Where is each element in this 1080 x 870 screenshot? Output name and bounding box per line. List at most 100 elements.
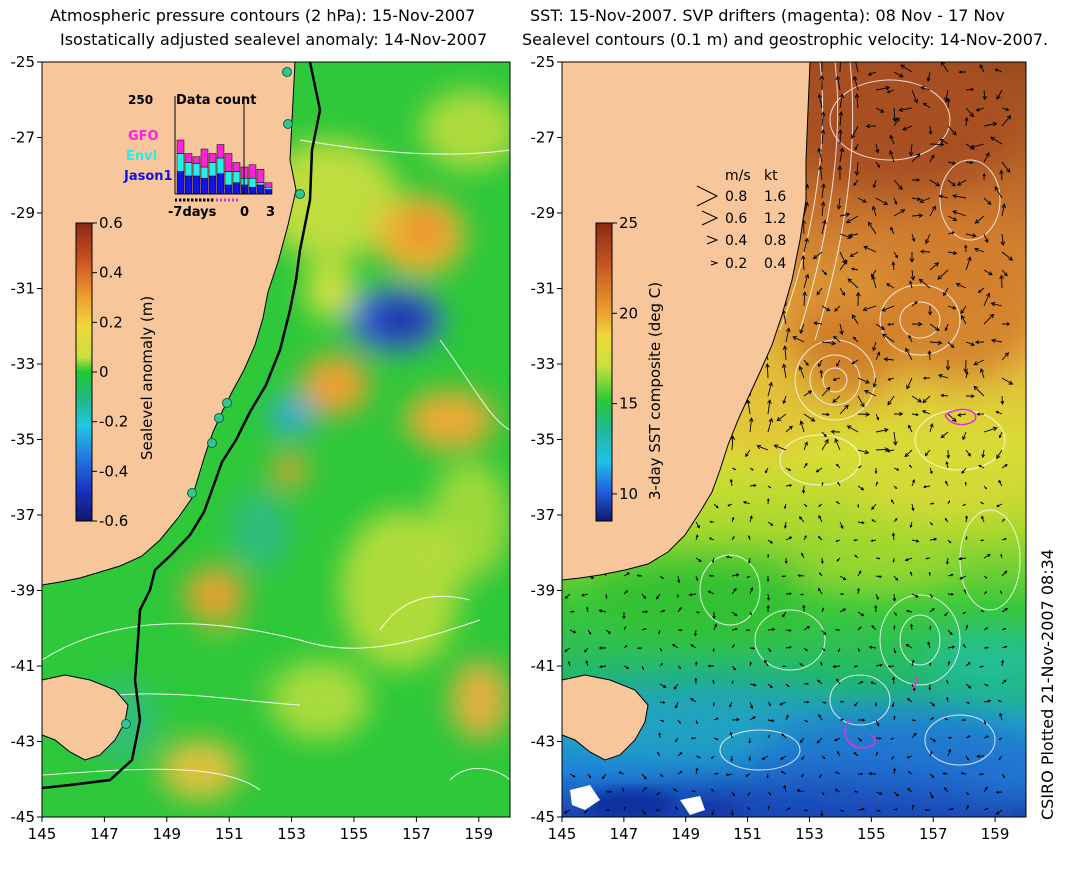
velocity-arrow	[782, 395, 787, 405]
velocity-arrow	[636, 574, 643, 577]
velocity-arrow	[965, 701, 970, 704]
velocity-arrow	[851, 359, 859, 365]
velocity-arrow	[990, 338, 1003, 344]
velocity-arrow	[764, 659, 769, 667]
plot-credit: CSIRO Plotted 21-Nov-2007 08:34	[1038, 549, 1057, 820]
data-count-bar	[224, 171, 233, 186]
velocity-arrow	[641, 627, 647, 631]
velocity-arrow	[695, 534, 699, 541]
velocity-arrow	[767, 553, 770, 559]
velocity-legend-row3-kt: 0.8	[764, 233, 786, 249]
velocity-arrow	[820, 129, 826, 145]
velocity-arrow	[929, 717, 935, 721]
velocity-arrow	[875, 197, 889, 205]
velocity-arrow	[780, 755, 787, 760]
velocity-arrow	[969, 143, 985, 150]
velocity-arrow	[881, 305, 895, 312]
velocity-arrow	[910, 269, 916, 281]
velocity-arrow	[976, 412, 985, 416]
velocity-arrow	[835, 771, 841, 775]
right-latitude-ticks: -25 -27 -29 -31 -33 -35 -37 -39 -41 -43 -45	[531, 53, 562, 826]
velocity-arrow	[688, 593, 697, 597]
sst-colorbar	[595, 222, 613, 522]
data-count-ymax: 250	[128, 93, 153, 107]
velocity-arrow	[780, 771, 787, 775]
velocity-arrow	[946, 679, 949, 685]
velocity-arrow	[983, 426, 998, 433]
velocity-arrow	[767, 647, 772, 653]
velocity-arrow	[745, 773, 751, 777]
data-count-bar	[248, 187, 257, 195]
velocity-arrow	[803, 441, 808, 451]
velocity-arrow	[707, 664, 714, 668]
velocity-arrow	[964, 481, 967, 487]
velocity-arrow	[707, 590, 715, 595]
velocity-arrow	[767, 791, 772, 796]
velocity-arrow	[956, 179, 967, 186]
legend-gfo: GFO	[128, 129, 159, 144]
velocity-arrow	[659, 683, 667, 688]
velocity-arrow	[982, 89, 987, 101]
velocity-arrow	[959, 575, 967, 580]
velocity-arrow	[839, 259, 848, 271]
velocity-arrow	[767, 417, 774, 433]
legend-envi: Envi	[126, 149, 157, 164]
colorbar-tick-label: 25	[619, 214, 638, 232]
velocity-arrow	[887, 665, 895, 668]
velocity-arrow	[785, 646, 792, 649]
velocity-arrow	[817, 536, 823, 541]
velocity-arrow	[658, 732, 661, 739]
velocity-arrow	[854, 554, 859, 559]
velocity-arrow	[1001, 203, 1007, 217]
velocity-arrow	[960, 772, 967, 775]
velocity-arrow	[893, 625, 896, 631]
velocity-arrow	[911, 659, 915, 667]
velocity-arrow	[839, 147, 845, 163]
australia-land-right	[562, 62, 811, 581]
velocity-arrow	[853, 751, 859, 757]
velocity-arrow	[695, 719, 698, 725]
velocity-arrow	[983, 152, 990, 163]
left-longitude-ticks: 145 147 149 151 153 155 157 159	[28, 817, 493, 843]
velocity-arrow	[821, 340, 837, 346]
velocity-arrow	[911, 539, 920, 543]
velocity-arrow	[567, 660, 571, 667]
velocity-arrow	[857, 626, 862, 631]
velocity-arrow	[708, 574, 715, 577]
velocity-arrow	[911, 213, 924, 218]
velocity-arrow	[674, 701, 679, 709]
velocity-arrow	[835, 75, 841, 91]
velocity-arrow	[672, 643, 679, 649]
velocity-arrow	[783, 784, 787, 793]
velocity-arrow	[857, 449, 870, 455]
velocity-arrow	[947, 161, 956, 165]
velocity-arrow	[799, 663, 805, 667]
velocity-arrow	[868, 771, 877, 776]
velocity-arrow	[1001, 537, 1007, 541]
velocity-arrow	[803, 237, 809, 253]
velocity-arrow	[890, 737, 895, 740]
velocity-arrow	[904, 449, 913, 458]
velocity-legend-row1-ms: 0.8	[725, 189, 747, 205]
velocity-arrow	[990, 136, 1003, 145]
velocity-arrow	[821, 219, 827, 235]
velocity-arrow	[658, 629, 661, 635]
velocity-arrow	[946, 97, 951, 109]
legend-jason1: Jason1	[123, 169, 173, 184]
velocity-arrow	[713, 772, 719, 775]
velocity-legend-row4-ms: 0.2	[725, 256, 747, 272]
velocity-arrow	[998, 737, 1003, 740]
velocity-arrow	[929, 262, 940, 271]
velocity-arrow	[912, 178, 921, 182]
velocity-arrow	[929, 662, 932, 667]
velocity-arrow	[925, 557, 931, 560]
velocity-arrow	[659, 609, 666, 613]
velocity-arrow	[958, 70, 967, 74]
velocity-arrow	[773, 444, 787, 451]
velocity-arrow	[1001, 464, 1008, 469]
velocity-arrow	[906, 755, 913, 759]
velocity-arrow	[731, 809, 734, 816]
velocity-arrow	[965, 624, 969, 631]
data-count-bar	[232, 182, 241, 195]
velocity-arrow	[871, 519, 877, 523]
